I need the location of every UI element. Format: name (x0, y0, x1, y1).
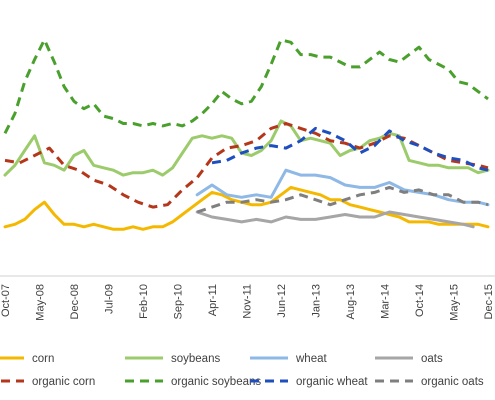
x-tick-labels: Oct-07 May-08 Dec-08 Jul-09 Feb-10 Sep-10 Apr-… (0, 284, 495, 321)
legend-item-corn: corn (0, 353, 54, 365)
series-layer (3, 38, 490, 231)
x-tick-label: Feb-10 (138, 284, 150, 319)
x-tick-label: Oct-07 (0, 284, 12, 317)
x-tick-label: Aug-13 (345, 284, 357, 319)
legend-label: organic corn (32, 376, 95, 388)
legend-label: wheat (295, 353, 327, 365)
x-tick-label: Jun-12 (276, 284, 288, 318)
x-tick-label: Mar-14 (380, 284, 392, 319)
legend-item-oats: oats (375, 353, 443, 365)
legend-item-wheat: wheat (250, 353, 327, 365)
series-line-wheat (195, 168, 490, 207)
x-tick-label: Apr-11 (207, 284, 219, 316)
x-tick-label: Dec-15 (483, 284, 495, 319)
x-tick-label: Oct-14 (414, 284, 426, 317)
legend-label: organic soybeans (171, 376, 261, 388)
series-line-oats (195, 210, 475, 229)
series-line-organic-corn (4, 122, 489, 209)
legend-item-organic-corn: organic corn (0, 376, 95, 388)
legend-label: oats (421, 353, 443, 365)
legend-item-organic-soybeans: organic soybeans (125, 376, 261, 388)
x-tick-label: Sep-10 (173, 284, 185, 319)
series-line-organic-oats (196, 185, 489, 214)
series-line-corn (3, 185, 490, 231)
x-tick-label: Dec-08 (69, 284, 81, 319)
x-tick-label: Jul-09 (104, 284, 116, 314)
x-tick-label: Jan-13 (311, 284, 323, 318)
series-line-soybeans (3, 119, 490, 177)
series-line-organic-soybeans (3, 38, 489, 134)
legend: corn soybeans wheat oats organic corn organic… (0, 353, 484, 388)
legend-item-soybeans: soybeans (125, 353, 220, 365)
series-line-organic-wheat (211, 126, 489, 172)
x-tick-label: May-08 (35, 284, 47, 321)
legend-label: corn (32, 353, 54, 365)
legend-item-organic-wheat: organic wheat (250, 376, 368, 388)
legend-item-organic-oats: organic oats (375, 376, 484, 388)
legend-label: soybeans (171, 353, 220, 365)
x-tick-label: May-15 (449, 284, 461, 321)
x-tick-label: Nov-11 (242, 284, 254, 319)
legend-label: organic wheat (296, 376, 368, 388)
legend-label: organic oats (421, 376, 484, 388)
